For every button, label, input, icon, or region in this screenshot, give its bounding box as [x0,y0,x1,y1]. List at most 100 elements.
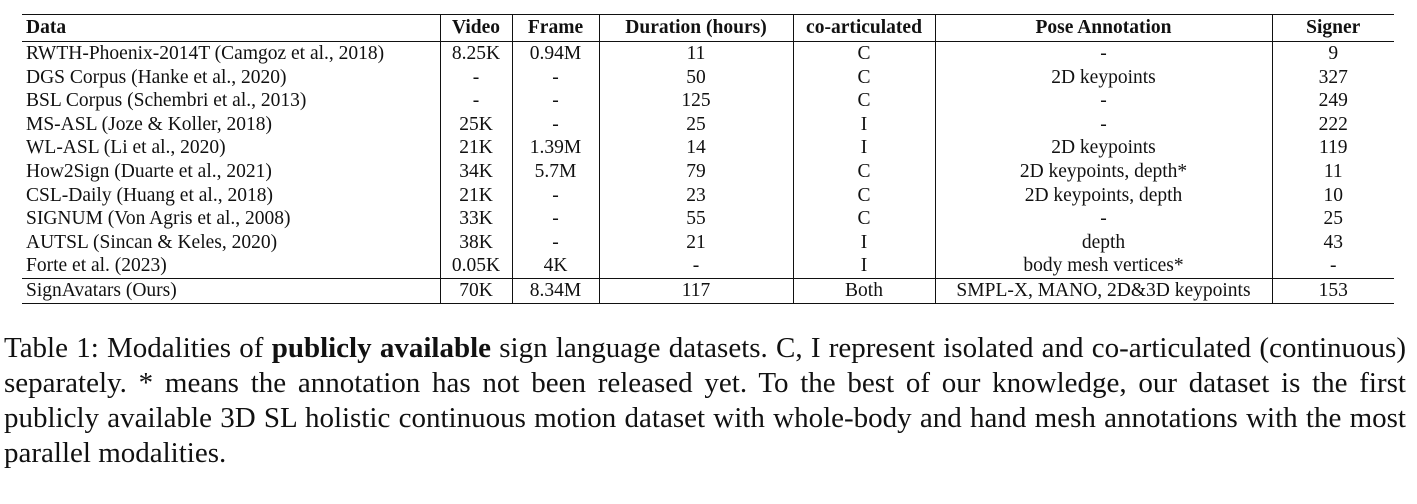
table-row: WL-ASL (Li et al., 2020) 21K 1.39M 14 I 2D ke… [22,136,1394,160]
datasets-table: Data Video Frame Duration (hours) co-art… [22,14,1394,304]
header-pose-annotation: Pose Annotation [934,14,1272,42]
cell-pose-annotation: - [934,207,1272,231]
cell-duration: - [598,254,793,279]
cell-co-articulated: Both [792,277,935,304]
cell-duration: 14 [598,136,793,160]
cell-duration: 50 [598,65,793,90]
cell-pose-annotation: 2D keypoints [934,136,1272,160]
cell-co-articulated: I [792,230,935,255]
cell-frame: 1.39M [511,136,599,160]
cell-video: 25K [439,112,512,137]
cell-duration: 11 [598,41,793,66]
cell-co-articulated: C [792,65,935,90]
cell-co-articulated: I [792,136,935,160]
cell-frame: - [511,112,599,137]
cell-video: 21K [439,183,512,208]
cell-data: AUTSL (Sincan & Keles, 2020) [26,231,278,253]
cell-video: 38K [439,230,512,255]
cell-pose-annotation: 2D keypoints, depth [934,183,1272,208]
cell-pose-annotation: - [934,112,1272,137]
table-row: CSL-Daily (Huang et al., 2018) 21K -23 C 2D … [22,183,1394,208]
cell-frame: - [511,183,599,208]
cell-video: 70K [439,277,512,304]
header-frame: Frame [511,14,599,42]
cell-video: - [439,89,512,113]
cell-pose-annotation: depth [934,230,1272,255]
cell-duration: 55 [598,207,793,231]
cell-duration: 25 [598,112,793,137]
table-container: Data Video Frame Duration (hours) co-art… [22,14,1394,304]
cell-signer: 153 [1271,277,1394,304]
table-body: RWTH-Phoenix-2014T (Camgoz et al., 2018)… [22,41,1394,304]
table-header-row: Data Video Frame Duration (hours) co-art… [22,14,1394,42]
cell-signer: 43 [1271,230,1394,255]
header-data: Data [22,14,440,42]
cell-signer: 249 [1271,89,1394,113]
cell-pose-annotation: - [934,41,1272,66]
cell-frame: 4K [511,254,599,279]
cell-signer: 9 [1271,41,1394,66]
cell-pose-annotation: 2D keypoints, depth* [934,159,1272,184]
cell-video: 8.25K [439,41,512,66]
cell-data: BSL Corpus (Schembri et al., 2013) [26,90,307,112]
cell-duration: 79 [598,159,793,184]
cell-data: SIGNUM (Von Agris et al., 2008) [26,208,291,230]
cell-duration: 117 [598,277,793,304]
table-row: RWTH-Phoenix-2014T (Camgoz et al., 2018)… [22,41,1394,66]
cell-pose-annotation: 2D keypoints [934,65,1272,90]
cell-co-articulated: C [792,159,935,184]
cell-signer: 119 [1271,136,1394,160]
table-row: How2Sign (Duarte et al., 2021) 34K 5.7M 79 C… [22,159,1394,184]
cell-pose-annotation: body mesh vertices* [934,254,1272,279]
cell-co-articulated: C [792,183,935,208]
table-row-ours: SignAvatars (Ours) 70K 8.34M 117 Both SMPL-X,… [22,277,1394,304]
cell-pose-annotation: SMPL-X, MANO, 2D&3D keypoints [934,277,1272,304]
table-caption: Table 1: Modalities of publicly availabl… [4,331,1406,471]
cell-video: 21K [439,136,512,160]
cell-video: 0.05K [439,254,512,279]
cell-co-articulated: C [792,207,935,231]
cell-duration: 125 [598,89,793,113]
cell-data: MS-ASL (Joze & Koller, 2018) [26,113,273,135]
table-row: BSL Corpus (Schembri et al., 2013) - -125 C… [22,89,1394,113]
cell-data: Forte et al. (2023) [26,255,167,277]
caption-bold: publicly available [271,332,492,364]
cell-data: RWTH-Phoenix-2014T (Camgoz et al., 2018) [26,43,385,64]
cell-frame: - [511,89,599,113]
cell-data: CSL-Daily (Huang et al., 2018) [26,184,273,206]
cell-pose-annotation: - [934,89,1272,113]
cell-data: SignAvatars (Ours) [22,277,440,304]
caption-rest: sign language datasets. C, I represent i… [4,332,1406,469]
cell-frame: 0.94M [511,41,599,66]
cell-video: - [439,65,512,90]
header-duration: Duration (hours) [598,14,793,42]
cell-co-articulated: C [792,89,935,113]
cell-signer: 11 [1271,159,1394,184]
cell-duration: 23 [598,183,793,208]
cell-co-articulated: C [792,41,935,66]
cell-signer: 327 [1271,65,1394,90]
table-row: MS-ASL (Joze & Koller, 2018) 25K -25 I -222 [22,112,1394,137]
header-signer: Signer [1271,14,1394,42]
header-co-articulated: co-articulated [792,14,935,42]
cell-duration: 21 [598,230,793,255]
cell-signer: - [1271,254,1394,279]
table-row: SIGNUM (Von Agris et al., 2008) 33K -55 C -2… [22,207,1394,231]
cell-co-articulated: I [792,254,935,279]
cell-signer: 10 [1271,183,1394,208]
cell-data: How2Sign (Duarte et al., 2021) [26,160,272,182]
cell-frame: - [511,207,599,231]
cell-frame: - [511,65,599,90]
cell-data: WL-ASL (Li et al., 2020) [26,137,226,159]
cell-co-articulated: I [792,112,935,137]
cell-data: DGS Corpus (Hanke et al., 2020) [26,66,287,88]
header-video: Video [439,14,512,42]
caption-prefix: Table 1: Modalities of [4,332,272,364]
cell-frame: 8.34M [511,277,599,304]
cell-signer: 222 [1271,112,1394,137]
cell-video: 34K [439,159,512,184]
cell-frame: 5.7M [511,159,599,184]
cell-frame: - [511,230,599,255]
